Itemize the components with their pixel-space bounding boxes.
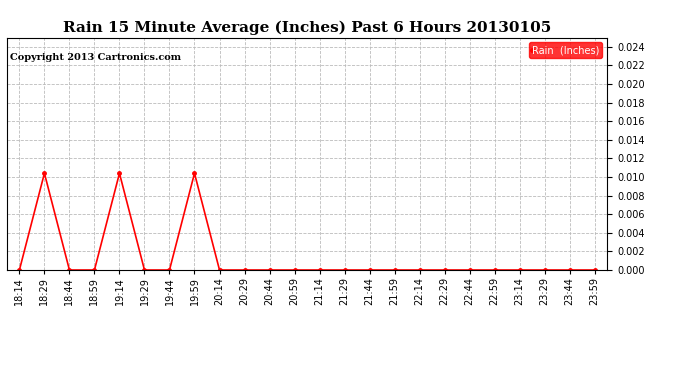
Rain  (Inches) <box>515 268 524 272</box>
Rain  (Inches) <box>190 171 199 176</box>
Line: Rain  (Inches): Rain (Inches) <box>18 171 596 272</box>
Rain  (Inches) <box>40 171 48 176</box>
Rain  (Inches) <box>440 268 449 272</box>
Rain  (Inches) <box>540 268 549 272</box>
Rain  (Inches) <box>340 268 348 272</box>
Rain  (Inches) <box>240 268 248 272</box>
Rain  (Inches) <box>366 268 374 272</box>
Rain  (Inches) <box>491 268 499 272</box>
Legend: Rain  (Inches): Rain (Inches) <box>529 42 602 58</box>
Rain  (Inches) <box>215 268 224 272</box>
Rain  (Inches) <box>266 268 274 272</box>
Rain  (Inches) <box>66 268 74 272</box>
Rain  (Inches) <box>115 171 124 176</box>
Text: Copyright 2013 Cartronics.com: Copyright 2013 Cartronics.com <box>10 53 181 62</box>
Rain  (Inches) <box>391 268 399 272</box>
Rain  (Inches) <box>166 268 174 272</box>
Title: Rain 15 Minute Average (Inches) Past 6 Hours 20130105: Rain 15 Minute Average (Inches) Past 6 H… <box>63 21 551 35</box>
Rain  (Inches) <box>591 268 599 272</box>
Rain  (Inches) <box>566 268 574 272</box>
Rain  (Inches) <box>90 268 99 272</box>
Rain  (Inches) <box>315 268 324 272</box>
Rain  (Inches) <box>415 268 424 272</box>
Rain  (Inches) <box>15 268 23 272</box>
Rain  (Inches) <box>140 268 148 272</box>
Rain  (Inches) <box>290 268 299 272</box>
Rain  (Inches) <box>466 268 474 272</box>
